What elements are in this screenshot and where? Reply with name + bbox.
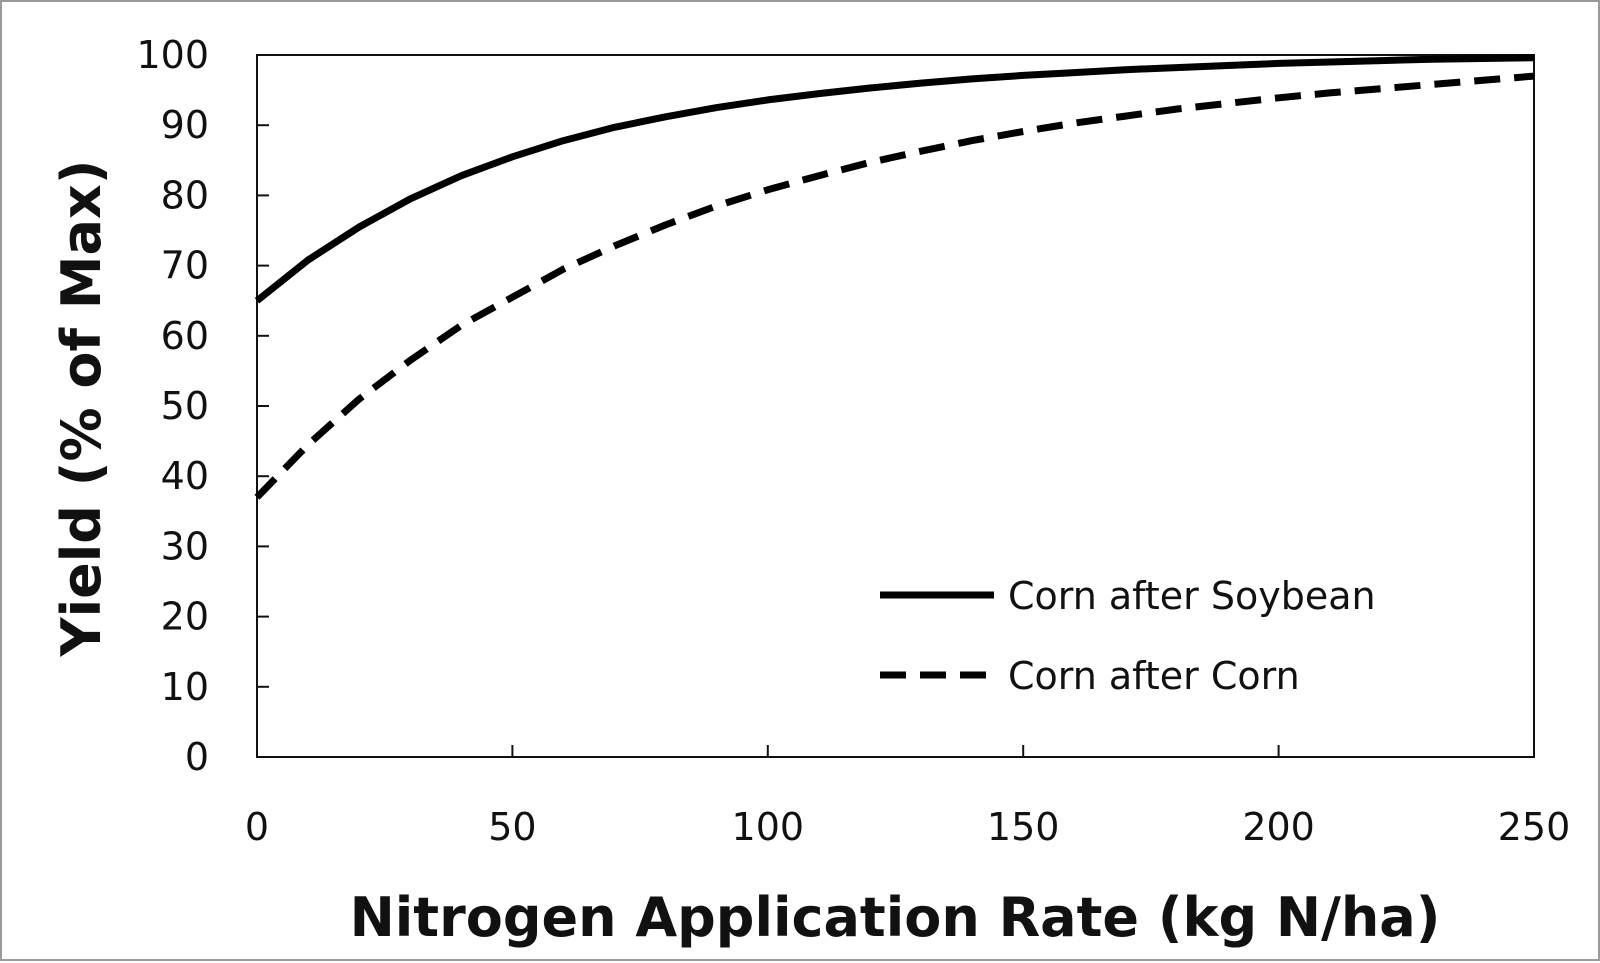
y-tick-label: 30 [161, 524, 209, 568]
y-tick-label: 90 [161, 103, 209, 147]
legend: Corn after Soybean Corn after Corn [880, 574, 1376, 698]
series-lines [254, 54, 1535, 500]
x-tick-label: 200 [1242, 805, 1315, 849]
tick-labels: 0 50 100 150 200 250 0 10 20 30 40 50 60 70 80 90 100 [136, 33, 1570, 849]
x-tick-label: 250 [1498, 805, 1571, 849]
y-tick-label: 60 [161, 314, 209, 358]
x-tick-label: 150 [987, 805, 1060, 849]
x-tick-label: 0 [245, 805, 269, 849]
y-tick-label: 40 [161, 454, 209, 498]
x-tick-label: 100 [732, 805, 805, 849]
y-axis-title: Yield (% of Max) [50, 160, 113, 658]
y-tick-label: 20 [161, 595, 209, 639]
y-tick-label: 80 [161, 173, 209, 217]
y-tick-label: 70 [161, 244, 209, 288]
y-tick-label: 0 [185, 735, 209, 779]
x-axis-title: Nitrogen Application Rate (kg N/ha) [350, 886, 1441, 949]
legend-label-2: Corn after Corn [1008, 654, 1300, 698]
y-tick-label: 10 [161, 665, 209, 709]
series-line-2 [254, 72, 1535, 500]
legend-label-1: Corn after Soybean [1008, 574, 1376, 618]
series-line-1 [254, 54, 1535, 304]
x-tick-label: 50 [488, 805, 536, 849]
y-tick-label: 50 [161, 384, 209, 428]
axes [256, 54, 1535, 758]
y-tick-label: 100 [136, 33, 209, 77]
